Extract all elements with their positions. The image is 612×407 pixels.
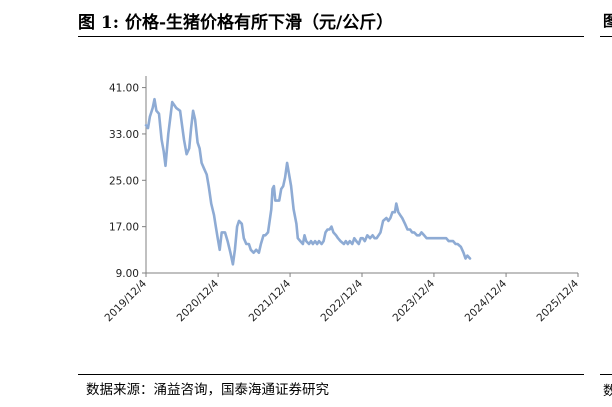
y-tick-label: 17.00 <box>109 222 139 234</box>
x-axis-ticks: 2019/12/4 2020/12/4 2021/12/4 2022/12/4 2023… <box>103 273 582 324</box>
x-tick-label: 2021/12/4 <box>247 277 294 324</box>
x-tick-label: 2023/12/4 <box>390 277 437 324</box>
x-tick-label: 2022/12/4 <box>319 277 366 324</box>
x-tick-label: 2024/12/4 <box>463 277 510 324</box>
source-rule <box>78 374 584 375</box>
chart-title: 图 1: 价格-生猪价格有所下滑（元/公斤） <box>78 13 394 33</box>
y-axis-ticks: 9.00 17.00 25.00 33.00 41.00 <box>109 83 146 280</box>
adjacent-source-fragment: 数 <box>603 384 612 399</box>
adjacent-title-rule <box>600 36 612 37</box>
adjacent-source-rule <box>600 374 612 375</box>
y-tick-label: 9.00 <box>116 268 139 280</box>
title-rule <box>78 36 584 37</box>
x-tick-label: 2020/12/4 <box>175 277 222 324</box>
series-line-pig-price <box>144 97 472 266</box>
data-source-note: 数据来源：涌益咨询，国泰海通证券研究 <box>86 382 329 398</box>
chart-axes <box>145 76 578 274</box>
x-tick-label: 2025/12/4 <box>535 277 582 324</box>
x-tick-label: 2019/12/4 <box>103 277 150 324</box>
y-tick-label: 25.00 <box>109 175 139 187</box>
y-tick-label: 33.00 <box>109 129 139 141</box>
y-tick-label: 41.00 <box>109 83 139 95</box>
adjacent-panel-fragment: 图 <box>603 12 612 30</box>
